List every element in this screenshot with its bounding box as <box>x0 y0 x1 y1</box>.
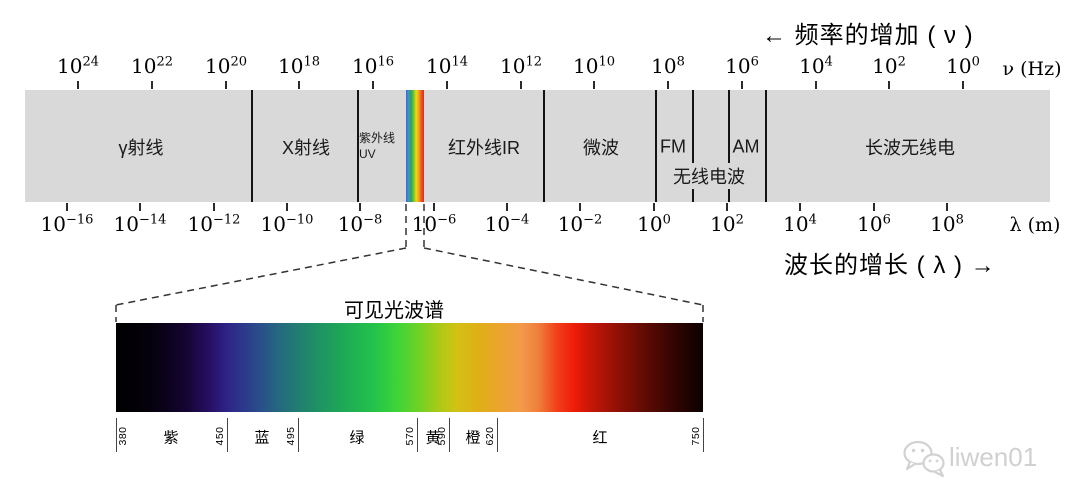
visible-light-strip <box>406 90 424 202</box>
wl-tick <box>653 203 655 211</box>
freq-tick-label: 1014 <box>426 54 468 78</box>
freq-tick-label: 106 <box>725 54 759 78</box>
color-label-yellow: 黄 <box>425 429 441 447</box>
wl-tick-label: 10−6 <box>411 212 457 236</box>
region-divider <box>251 90 253 202</box>
color-label-orange: 橙 <box>465 429 481 447</box>
nm-tick <box>227 418 228 452</box>
wl-tick <box>726 203 728 211</box>
wavelength-direction-label: 波长的增长 ( λ ) → <box>784 252 996 279</box>
freq-tick <box>446 81 448 89</box>
freq-tick-label: 1016 <box>352 54 394 78</box>
region-label-longwave: 长波无线电 <box>865 138 955 158</box>
wl-tick-label: 10−14 <box>113 212 167 236</box>
region-label-gamma: γ射线 <box>118 138 164 158</box>
nm-label: 750 <box>690 426 702 446</box>
wl-tick-label: 106 <box>857 212 891 236</box>
nm-tick <box>497 418 498 452</box>
freq-tick-label: 1012 <box>500 54 542 78</box>
watermark-text: liwen01 <box>949 442 1038 472</box>
color-label-violet: 紫 <box>163 429 179 447</box>
wl-tick-label: 10−10 <box>260 212 314 236</box>
nm-tick <box>298 418 299 452</box>
region-divider <box>655 90 657 202</box>
nm-label: 620 <box>484 426 496 446</box>
wl-tick-label: 10−12 <box>187 212 241 236</box>
freq-tick-label: 1022 <box>131 54 173 78</box>
freq-tick <box>298 81 300 89</box>
frequency-direction-label: ← 频率的增加 ( ν ) <box>762 22 974 49</box>
freq-tick <box>520 81 522 89</box>
nm-label: 380 <box>117 426 129 446</box>
freq-tick <box>888 81 890 89</box>
wl-tick <box>799 203 801 211</box>
region-divider <box>765 90 767 202</box>
wl-tick <box>139 203 141 211</box>
nm-tick <box>449 418 450 452</box>
wl-tick <box>506 203 508 211</box>
freq-tick <box>741 81 743 89</box>
wavelength-unit-label: λ (m) <box>1009 214 1061 236</box>
wl-tick-label: 100 <box>637 212 671 236</box>
region-divider <box>728 90 730 202</box>
wl-tick <box>946 203 948 211</box>
region-label-microwave: 微波 <box>583 138 619 158</box>
nm-tick <box>703 418 704 452</box>
color-label-red: 红 <box>592 429 608 447</box>
wl-tick-label: 10−2 <box>557 212 603 236</box>
region-divider <box>357 90 359 202</box>
region-label-am: AM <box>732 136 760 157</box>
wl-tick <box>579 203 581 211</box>
color-label-blue: 蓝 <box>254 429 270 447</box>
nm-label: 495 <box>285 426 297 446</box>
region-label-radio: 无线电波 <box>669 163 749 189</box>
freq-tick <box>225 81 227 89</box>
nm-tick <box>417 418 418 452</box>
freq-tick-label: 108 <box>651 54 685 78</box>
wl-tick <box>286 203 288 211</box>
freq-tick <box>77 81 79 89</box>
freq-tick <box>667 81 669 89</box>
freq-tick-label: 1018 <box>278 54 320 78</box>
wl-tick-label: 10−4 <box>484 212 530 236</box>
wl-tick-label: 102 <box>710 212 744 236</box>
freq-tick <box>962 81 964 89</box>
region-divider <box>692 90 694 202</box>
region-label-uv: 紫外线 UV <box>359 131 396 161</box>
wechat-icon <box>903 440 945 478</box>
freq-tick-label: 104 <box>799 54 833 78</box>
wl-tick-label: 10−16 <box>40 212 94 236</box>
visible-spectrum-gradient <box>116 323 703 412</box>
color-label-green: 绿 <box>349 429 365 447</box>
freq-tick-label: 102 <box>872 54 906 78</box>
wl-tick-label: 10−8 <box>337 212 383 236</box>
frequency-unit-label: ν (Hz) <box>1002 58 1062 80</box>
nm-tick <box>116 418 117 452</box>
freq-tick <box>151 81 153 89</box>
freq-tick-label: 100 <box>946 54 980 78</box>
freq-tick-label: 1010 <box>573 54 615 78</box>
freq-tick-label: 1020 <box>205 54 247 78</box>
wl-tick <box>433 203 435 211</box>
wl-tick-label: 108 <box>930 212 964 236</box>
freq-tick <box>815 81 817 89</box>
nm-label: 450 <box>214 426 226 446</box>
wl-tick <box>213 203 215 211</box>
wl-tick-label: 104 <box>783 212 817 236</box>
spectrum-band: γ射线 X射线 紫外线 UV 红外线IR 微波 FM AM 长波无线电 无线电波 <box>25 90 1050 202</box>
region-label-infrared: 红外线IR <box>448 138 520 158</box>
wl-tick <box>66 203 68 211</box>
region-label-fm: FM <box>660 136 686 157</box>
visible-spectrum-title: 可见光波谱 <box>344 300 444 322</box>
region-divider <box>543 90 545 202</box>
freq-tick <box>372 81 374 89</box>
wl-tick <box>359 203 361 211</box>
nm-label: 570 <box>404 426 416 446</box>
region-label-xray: X射线 <box>281 138 331 158</box>
wl-tick <box>873 203 875 211</box>
freq-tick <box>593 81 595 89</box>
freq-tick-label: 1024 <box>57 54 99 78</box>
